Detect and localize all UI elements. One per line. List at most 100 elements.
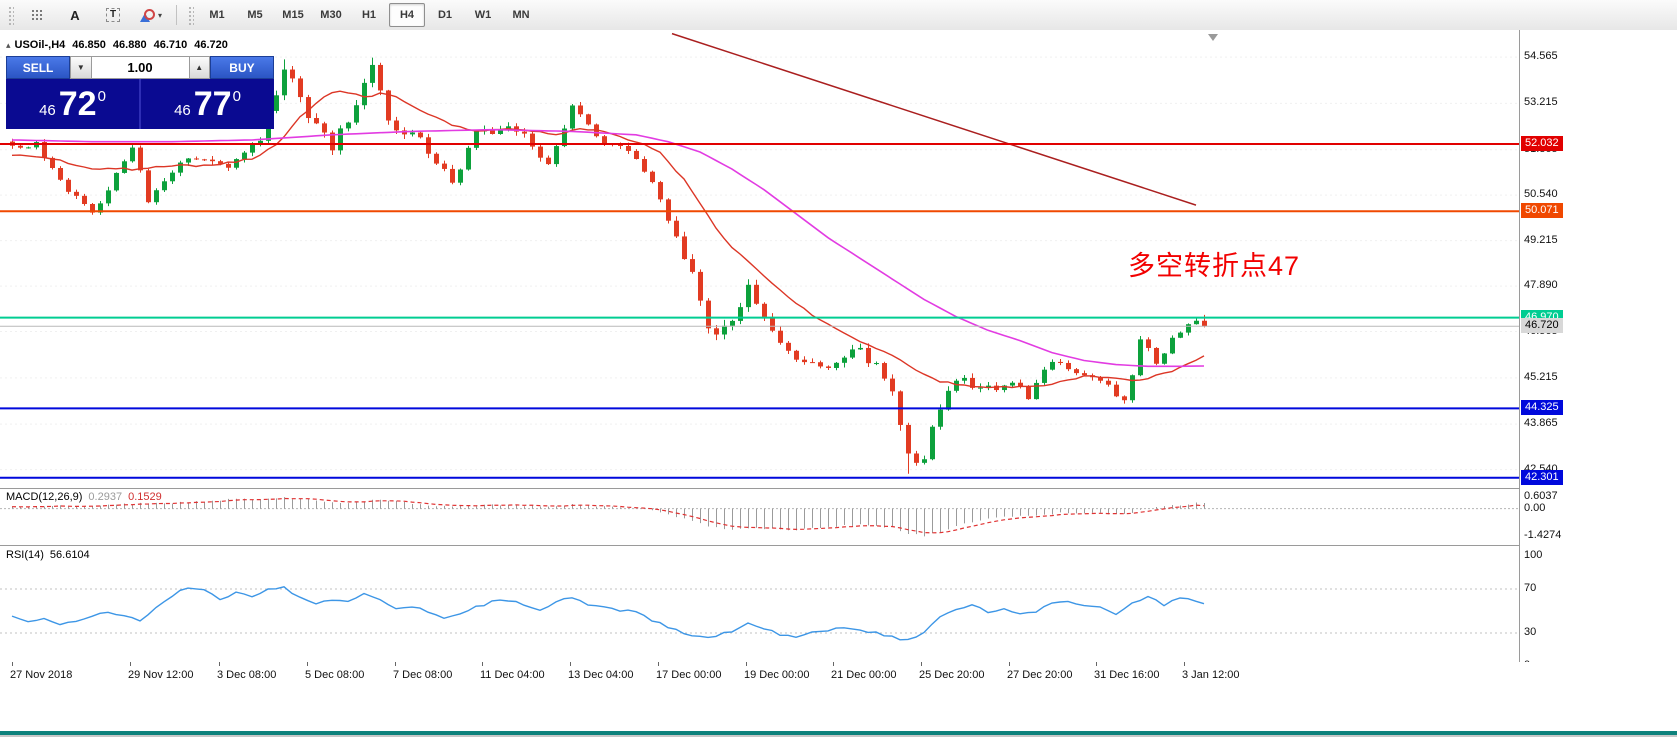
sell-price-main: 72 — [58, 85, 97, 123]
bottom-edge-line — [0, 735, 1677, 737]
panel-separator[interactable] — [0, 488, 1677, 489]
chart-annotation-text[interactable]: 多空转折点47 — [1128, 251, 1301, 281]
chart-shift-marker-icon[interactable] — [1208, 34, 1218, 41]
price-tick-label: 54.565 — [1524, 50, 1558, 63]
timeframe-button-H4[interactable]: H4 — [389, 3, 425, 27]
current-price-badge: 46.720 — [1521, 318, 1563, 334]
buy-price-sup: 0 — [232, 87, 241, 105]
macd-main-value: 0.2937 — [88, 491, 123, 503]
timeframe-button-H1[interactable]: H1 — [361, 9, 377, 21]
dot-grid-tool-button[interactable] — [19, 3, 55, 27]
ma-long-line — [671, 32, 1197, 206]
rsi-scale-label: 100 — [1524, 549, 1543, 561]
volume-input[interactable]: 1.00 — [91, 56, 189, 79]
timeframe-button-M15[interactable]: M15 — [282, 9, 304, 21]
buy-button[interactable]: BUY — [209, 56, 275, 79]
hline-price-badge[interactable]: 44.325 — [1521, 400, 1563, 416]
chart-area[interactable]: ▴ USOil-,H4 46.850 46.880 46.710 46.720 SELL … — [0, 30, 1677, 688]
price-axis[interactable]: 54.56553.21551.86550.54049.21547.89046.5… — [1519, 30, 1677, 662]
candlestick-series — [10, 57, 1207, 474]
ohlc-low: 46.710 — [153, 39, 188, 51]
macd-signal-value: 0.1529 — [128, 491, 162, 503]
time-tick — [12, 662, 13, 666]
time-tick — [1096, 662, 1097, 666]
macd-label: MACD(12,26,9) 0.2937 0.1529 — [6, 491, 168, 503]
ohlc-high: 46.880 — [112, 39, 147, 51]
toolbar-drag-handle-2[interactable] — [187, 5, 194, 25]
macd-scale-label: -1.4274 — [1524, 528, 1562, 541]
buy-price-prefix: 46 — [174, 101, 191, 119]
text-tool-button[interactable]: A — [57, 3, 93, 27]
time-tick — [219, 662, 220, 666]
sell-price-prefix: 46 — [39, 101, 56, 119]
time-tick — [482, 662, 483, 666]
time-label: 11 Dec 04:00 — [480, 669, 545, 681]
symbol-info-bar: ▴ USOil-,H4 46.850 46.880 46.710 46.720 — [6, 39, 235, 51]
rsi-scale-label: 30 — [1524, 626, 1537, 638]
timeframe-button-M1[interactable]: M1 — [209, 9, 225, 21]
time-tick — [1184, 662, 1185, 666]
main-toolbar: A T ▾ M1 M5 M15 M30 H1 H4 D1 W1 MN — [0, 0, 1677, 31]
macd-name: MACD(12,26,9) — [6, 491, 83, 503]
timeframe-group: M1 M5 M15 M30 H1 H4 D1 W1 MN — [199, 3, 539, 27]
toolbar-separator — [176, 5, 177, 25]
sell-price-display[interactable]: 46 72 0 — [6, 79, 139, 129]
ohlc-close: 46.720 — [194, 39, 228, 51]
text-tool-icon: A — [70, 7, 80, 23]
price-tick-label: 45.215 — [1524, 370, 1558, 383]
dropdown-caret-icon: ▾ — [157, 10, 162, 20]
time-label: 13 Dec 04:00 — [568, 669, 634, 681]
rsi-value: 56.6104 — [49, 549, 90, 561]
rsi-indicator-canvas[interactable] — [0, 545, 1519, 662]
time-tick — [307, 662, 308, 666]
one-click-trading-panel: SELL ▼ 1.00 ▲ BUY 46 72 0 46 77 0 — [6, 56, 275, 129]
buy-price-display[interactable]: 46 77 0 — [141, 79, 274, 129]
time-label: 25 Dec 20:00 — [919, 669, 985, 681]
status-strip — [0, 688, 1677, 737]
rsi-scale-label: 0 — [1524, 659, 1530, 662]
macd-scale-label: 0.00 — [1524, 501, 1546, 514]
time-label: 21 Dec 00:00 — [831, 669, 897, 681]
sell-price-sup: 0 — [97, 87, 106, 105]
volume-decrease-button[interactable]: ▼ — [70, 56, 92, 79]
toolbar-drag-handle[interactable] — [7, 5, 14, 25]
time-label: 29 Nov 12:00 — [128, 669, 194, 681]
macd-histogram — [12, 497, 1205, 537]
collapse-arrow-icon[interactable]: ▴ — [6, 40, 11, 50]
dot-grid-icon — [30, 8, 44, 22]
hline-price-badge[interactable]: 42.301 — [1521, 469, 1563, 485]
time-label: 19 Dec 00:00 — [744, 669, 810, 681]
timeframe-button-W1[interactable]: W1 — [474, 9, 492, 21]
timeframe-button-D1[interactable]: D1 — [437, 9, 453, 21]
time-tick — [658, 662, 659, 666]
label-tool-icon: T — [105, 8, 121, 22]
price-tick-label: 43.865 — [1524, 417, 1558, 430]
timeframe-button-MN[interactable]: MN — [512, 9, 530, 21]
time-tick — [130, 662, 131, 666]
timeframe-button-M5[interactable]: M5 — [247, 9, 263, 21]
price-tick-label: 53.215 — [1524, 96, 1558, 109]
panel-separator[interactable] — [0, 545, 1677, 546]
hline-price-badge[interactable]: 50.071 — [1521, 203, 1563, 219]
rsi-name: RSI(14) — [6, 549, 44, 561]
label-tool-button[interactable]: T — [95, 3, 131, 27]
timeframe-button-M30[interactable]: M30 — [320, 9, 342, 21]
rsi-scale-label: 70 — [1524, 582, 1537, 594]
sell-button[interactable]: SELL — [6, 56, 71, 79]
volume-increase-button[interactable]: ▲ — [188, 56, 210, 79]
time-label: 3 Dec 08:00 — [217, 669, 277, 681]
rsi-line — [11, 586, 1205, 641]
time-label: 7 Dec 08:00 — [393, 669, 453, 681]
price-chart-canvas[interactable] — [0, 30, 1519, 488]
time-label: 31 Dec 16:00 — [1094, 669, 1160, 681]
hline-price-badge[interactable]: 52.032 — [1521, 136, 1563, 151]
time-label: 3 Jan 12:00 — [1182, 669, 1240, 681]
shapes-tool-button[interactable]: ▾ — [133, 3, 169, 27]
time-axis[interactable]: 27 Nov 2018 29 Nov 12:00 3 Dec 08:00 5 Dec … — [0, 662, 1677, 688]
macd-scale-label: 0.6037 — [1524, 490, 1558, 502]
buy-price-main: 77 — [193, 85, 232, 123]
macd-indicator-canvas[interactable] — [0, 488, 1519, 545]
time-tick — [1009, 662, 1010, 666]
time-label: 5 Dec 08:00 — [305, 669, 365, 681]
